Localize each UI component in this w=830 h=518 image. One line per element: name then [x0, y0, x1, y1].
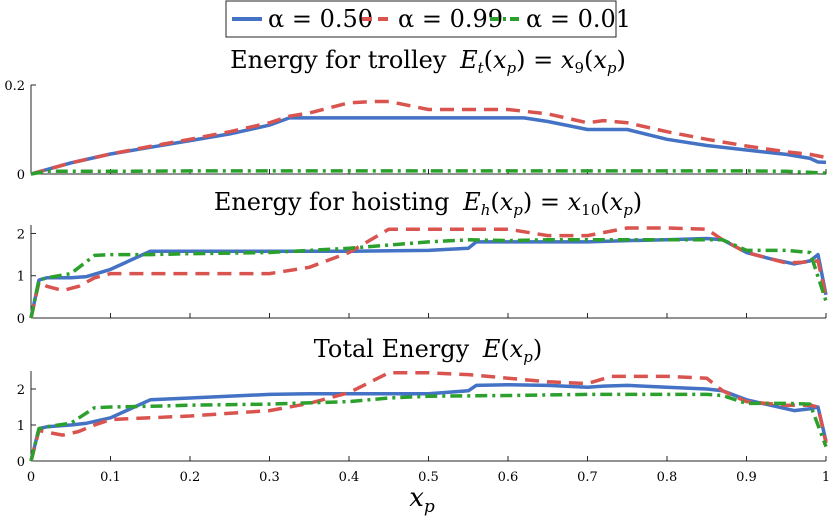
svg-text:Energy for hoisting Eh(x: Energy for hoisting Eh(xp) = x10(xp) [214, 188, 642, 219]
series-line-alpha-001 [29, 238, 828, 319]
panel-trolley-energy: 00.2 [4, 79, 827, 183]
x-tick-label: 0.6 [498, 470, 519, 485]
legend-label: α = 0.99 [398, 5, 503, 33]
legend-label: α = 0.50 [268, 5, 373, 33]
series-line-alpha-001 [30, 169, 827, 176]
svg-text:Energy for trolley Et(xp: Energy for trolley Et(xp) = x9(xp) [230, 46, 626, 77]
y-tick-label: 0 [17, 312, 25, 327]
y-tick-label: 0.2 [4, 79, 25, 94]
panel-3-title: Total Energy E(xp) [314, 335, 543, 366]
panel-total-energy: 0 1 2 0 0.1 0.2 0.3 0.4 0.5 0.6 0.7 0.8 0.9 1 [17, 371, 830, 485]
x-tick-label: 0.1 [100, 470, 121, 485]
panel-2-title-text: Energy for hoisting [214, 188, 450, 216]
x-axis-label-sub: p [424, 497, 435, 517]
y-tick-label: 1 [17, 270, 25, 285]
legend: α = 0.50 α = 0.99 α = 0.01 [225, 0, 631, 38]
x-tick-label: 0.5 [418, 470, 439, 485]
x-tick-label: 0.8 [657, 470, 678, 485]
x-tick-label: 0.9 [736, 470, 757, 485]
legend-box [225, 0, 617, 38]
legend-label: α = 0.01 [526, 5, 631, 33]
y-tick-label: 2 [17, 383, 25, 398]
svg-text:xp: xp [409, 483, 435, 517]
series-line-alpha-099 [29, 226, 828, 319]
series-line-alpha-099 [30, 99, 827, 176]
x-axis-label-main: x [409, 483, 424, 513]
svg-text:Total Energy E(xp): Total Energy E(xp) [314, 335, 543, 366]
series-line-alpha-050 [29, 382, 828, 462]
x-tick-label: 0.4 [339, 470, 360, 485]
y-tick-label: 0 [17, 455, 25, 470]
panel-hoisting-energy: 0 1 2 [17, 225, 828, 327]
series-line-alpha-099 [29, 371, 828, 462]
panel-1-title-text: Energy for trolley [230, 46, 447, 74]
y-tick-label: 0 [17, 168, 25, 183]
x-tick-label: 0.2 [180, 470, 201, 485]
x-tick-label: 0 [27, 470, 35, 485]
panel-2-title: Energy for hoisting Eh(xp) = x10(xp) [214, 188, 642, 219]
x-tick-label: 1 [822, 470, 830, 485]
panel-1-title-sub: t [478, 59, 485, 77]
x-tick-label: 0.7 [577, 470, 598, 485]
series-line-alpha-001 [29, 392, 828, 462]
y-tick-label: 2 [17, 227, 25, 242]
panel-1-title-math: E [459, 46, 478, 74]
x-tick-label: 0.3 [259, 470, 280, 485]
y-tick-label: 1 [17, 419, 25, 434]
panel-1-title: Energy for trolley Et(xp) = x9(xp) [230, 46, 626, 77]
panel-3-title-text: Total Energy [314, 335, 470, 363]
x-axis-label: xp [409, 483, 435, 517]
series-line-alpha-050 [29, 236, 828, 319]
